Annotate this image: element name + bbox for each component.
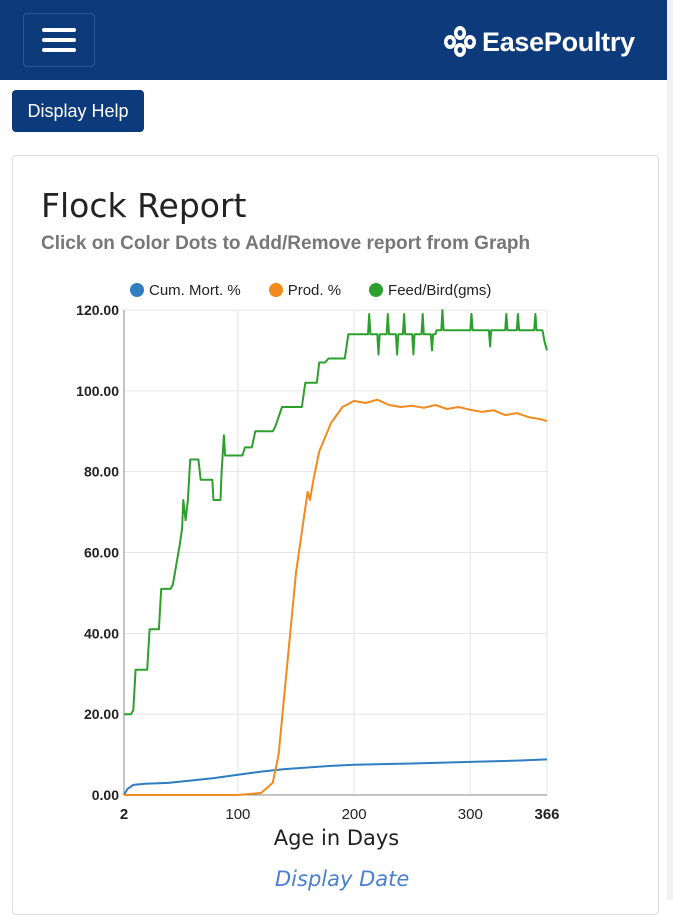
color-dot-icon[interactable] <box>369 283 384 297</box>
series-line-feed-bird <box>124 309 548 716</box>
display-help-button[interactable]: Display Help <box>12 90 144 132</box>
legend-item-cum-mort[interactable]: Cum. Mort. % <box>130 282 241 299</box>
hamburger-menu-button[interactable] <box>23 13 95 67</box>
y-tick-label: 20.00 <box>84 706 119 722</box>
brand-logo[interactable]: EasePoultry <box>442 24 635 60</box>
series-line-cum-mort <box>123 758 548 796</box>
y-tick-label: 0.00 <box>92 787 119 803</box>
menu-icon-bar <box>42 28 76 32</box>
page-subtitle: Click on Color Dots to Add/Remove report… <box>41 233 531 254</box>
legend-item-feed-bird[interactable]: Feed/Bird(gms) <box>369 282 491 299</box>
x-tick-label: 2 <box>120 806 128 823</box>
y-tick-label: 60.00 <box>84 545 119 561</box>
brand-name: EasePoultry <box>482 26 635 57</box>
page-title: Flock Report <box>41 186 247 225</box>
x-tick-label: 200 <box>342 806 367 823</box>
y-tick-label: 80.00 <box>84 464 119 480</box>
color-dot-icon[interactable] <box>268 283 283 297</box>
egg-cluster-icon <box>444 26 476 57</box>
chart-legend: Cum. Mort. % Prod. % Feed/Bird(gms) <box>130 279 519 301</box>
report-card <box>12 155 659 915</box>
y-tick-label: 100.00 <box>76 383 119 399</box>
color-dot-icon[interactable] <box>130 283 144 297</box>
legend-label: Cum. Mort. % <box>149 281 241 299</box>
top-navbar: EasePoultry <box>0 0 673 80</box>
page-scrollbar[interactable] <box>667 0 673 900</box>
x-tick-label: 100 <box>225 806 250 823</box>
series-line-prod <box>124 398 548 796</box>
legend-item-prod[interactable]: Prod. % <box>268 281 342 299</box>
x-tick-label: 366 <box>534 806 559 823</box>
legend-label: Feed/Bird(gms) <box>388 281 492 299</box>
legend-label: Prod. % <box>287 281 342 299</box>
y-tick-label: 120.00 <box>76 302 119 318</box>
menu-icon-bar <box>42 38 76 42</box>
x-tick-label: 300 <box>458 806 483 823</box>
y-tick-label: 40.00 <box>84 625 119 641</box>
menu-icon-bar <box>42 48 76 52</box>
x-axis-title: Age in Days <box>273 826 400 850</box>
display-date-link[interactable]: Display Date <box>275 867 410 891</box>
